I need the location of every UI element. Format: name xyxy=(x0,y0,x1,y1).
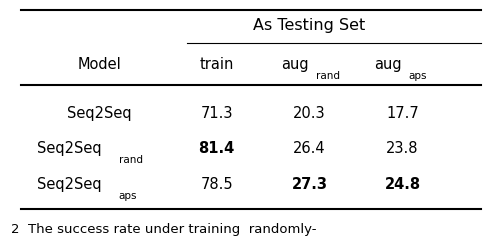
Text: Model: Model xyxy=(77,57,121,72)
Text: train: train xyxy=(199,57,234,72)
Text: 71.3: 71.3 xyxy=(200,106,233,121)
Text: Seq2Seq: Seq2Seq xyxy=(67,106,131,121)
Text: aps: aps xyxy=(119,191,137,201)
Text: As Testing Set: As Testing Set xyxy=(253,18,366,33)
Text: rand: rand xyxy=(119,156,143,165)
Text: aug: aug xyxy=(281,57,308,72)
Text: 81.4: 81.4 xyxy=(198,141,235,156)
Text: 27.3: 27.3 xyxy=(292,177,328,192)
Text: 2  The success rate under training  randomly-: 2 The success rate under training random… xyxy=(11,223,317,236)
Text: 78.5: 78.5 xyxy=(200,177,233,192)
Text: rand: rand xyxy=(316,71,340,81)
Text: 20.3: 20.3 xyxy=(293,106,326,121)
Text: Seq2Seq: Seq2Seq xyxy=(37,177,102,192)
Text: 24.8: 24.8 xyxy=(384,177,421,192)
Text: Seq2Seq: Seq2Seq xyxy=(37,141,102,156)
Text: aug: aug xyxy=(374,57,401,72)
Text: 26.4: 26.4 xyxy=(293,141,326,156)
Text: 17.7: 17.7 xyxy=(386,106,419,121)
Text: 23.8: 23.8 xyxy=(386,141,419,156)
Text: aps: aps xyxy=(408,71,427,81)
